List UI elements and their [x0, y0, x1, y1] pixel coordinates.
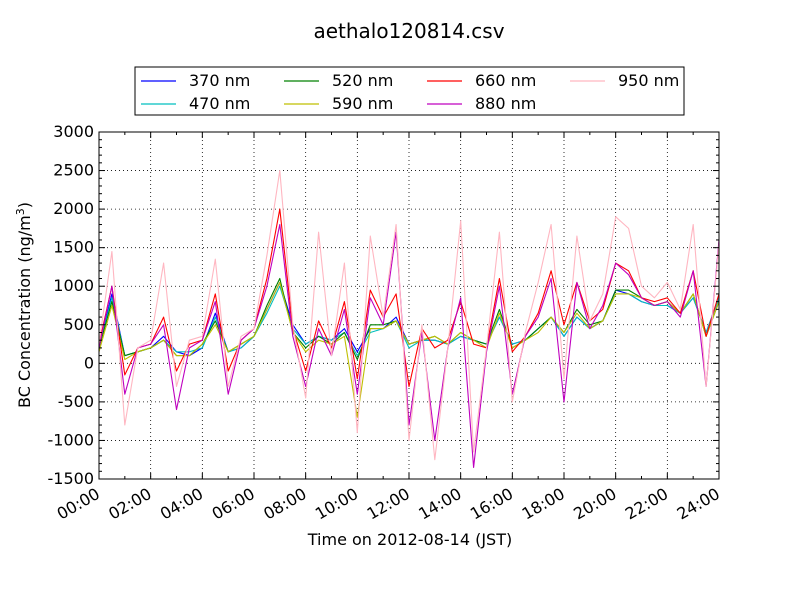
legend-label: 880 nm	[475, 94, 536, 113]
legend-label: 590 nm	[332, 94, 393, 113]
legend-label: 950 nm	[618, 71, 679, 90]
y-axis-title: BC Concentration (ng/m3)	[14, 202, 34, 408]
legend-entries: 370 nm 470 nm 520 nm 590 nm 660 nm 880 nm 950 …	[141, 71, 679, 113]
legend: 370 nm 470 nm 520 nm 590 nm 660 nm 880 nm 950 …	[134, 66, 685, 116]
y-tick-label: 1000	[53, 276, 94, 295]
legend-label: 370 nm	[189, 71, 250, 90]
y-axis-title-sup: 3	[14, 208, 27, 215]
y-tick-label: -500	[58, 392, 94, 411]
legend-box	[134, 66, 685, 116]
y-tick-label: 0	[84, 353, 94, 372]
y-tick-label: 3000	[53, 122, 94, 141]
y-axis-title-end: )	[15, 202, 34, 208]
plot-area	[99, 170, 719, 468]
grid	[99, 132, 719, 479]
y-tick-label: -1500	[48, 469, 95, 488]
y-tick-label: 1500	[53, 238, 94, 257]
x-axis-title: Time on 2012-08-14 (JST)	[307, 530, 512, 549]
y-tick-label: -1000	[48, 430, 95, 449]
legend-label: 660 nm	[475, 71, 536, 90]
chart-title: aethalo120814.csv	[313, 19, 504, 43]
axis-ticks	[98, 131, 720, 480]
y-tick-label: 500	[63, 315, 94, 334]
y-tick-labels: 3000 2500 2000 1500 1000 500 0 -500 -1000 -1500	[48, 122, 95, 488]
legend-label: 520 nm	[332, 71, 393, 90]
series-line-950-nm	[99, 170, 719, 461]
y-tick-label: 2500	[53, 161, 94, 180]
y-axis-title-main: BC Concentration (ng/m	[15, 215, 34, 408]
y-tick-label: 2000	[53, 199, 94, 218]
series-line-880-nm	[99, 223, 719, 468]
series-line-590-nm	[99, 281, 719, 418]
legend-label: 470 nm	[189, 94, 250, 113]
